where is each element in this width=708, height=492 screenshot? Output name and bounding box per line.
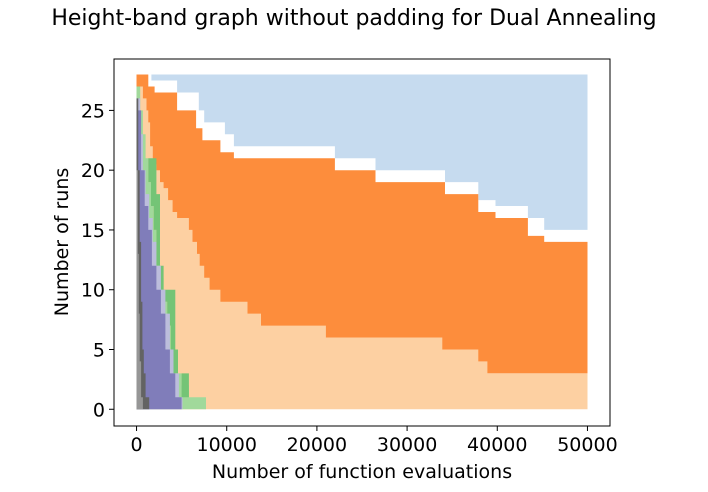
y-tick-label-1: 5 bbox=[93, 339, 105, 361]
axes-frame bbox=[113, 58, 611, 427]
band-4 bbox=[148, 158, 189, 398]
x-tick-label-4: 40000 bbox=[467, 434, 527, 456]
y-axis-ticks: 0 5 10 15 20 25 bbox=[81, 100, 114, 421]
x-tick-label-0: 0 bbox=[130, 434, 142, 456]
y-tick-label-3: 15 bbox=[81, 220, 105, 242]
x-axis-label: Number of function evaluations bbox=[212, 461, 512, 483]
y-tick-label-5: 25 bbox=[81, 100, 105, 122]
x-axis-ticks: 0 10000 20000 30000 40000 50000 bbox=[130, 426, 618, 456]
y-tick-label-4: 20 bbox=[81, 160, 105, 182]
chart-title: Height-band graph without padding for Du… bbox=[51, 6, 657, 31]
x-tick-label-1: 10000 bbox=[197, 434, 257, 456]
band-6 bbox=[136, 110, 182, 410]
band-2 bbox=[136, 86, 588, 410]
band-1 bbox=[136, 74, 588, 374]
x-tick-label-3: 30000 bbox=[377, 434, 437, 456]
x-tick-label-5: 50000 bbox=[557, 434, 617, 456]
band-8 bbox=[136, 170, 143, 410]
y-tick-label-0: 0 bbox=[93, 399, 105, 421]
y-tick-label-2: 10 bbox=[81, 280, 105, 302]
y-axis-label: Number of runs bbox=[51, 168, 73, 317]
band-0 bbox=[136, 74, 588, 230]
x-tick-label-2: 20000 bbox=[287, 434, 347, 456]
bands-layer bbox=[136, 74, 588, 410]
